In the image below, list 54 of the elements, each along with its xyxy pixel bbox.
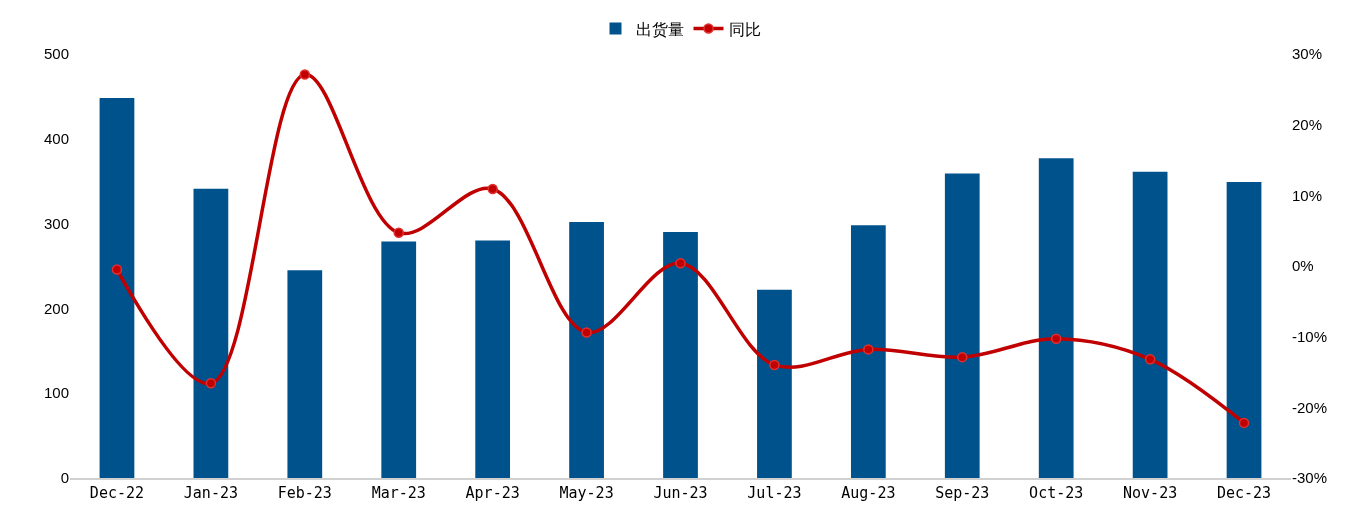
y2-tick-label: -20% xyxy=(1292,398,1328,416)
y2-tick-label: -10% xyxy=(1292,327,1328,345)
bar xyxy=(381,241,417,478)
point xyxy=(487,183,498,195)
point xyxy=(205,378,217,389)
y-tick-label: 200 xyxy=(43,299,69,317)
bar xyxy=(1038,158,1074,478)
legend-label: 同比 xyxy=(728,20,761,38)
y2-tick-label: 0% xyxy=(1292,257,1314,275)
bar xyxy=(757,289,792,478)
point xyxy=(863,344,874,355)
point xyxy=(957,351,968,363)
y2-tick-label: 30% xyxy=(1292,45,1323,63)
point xyxy=(581,327,592,338)
x-tick-label: Dec-22 xyxy=(89,483,145,502)
y-tick-label: 0 xyxy=(60,469,69,487)
x-tick-label: Sep-23 xyxy=(935,483,990,502)
x-tick-label: May-23 xyxy=(559,483,614,502)
legend-label: 出货量 xyxy=(635,20,684,38)
bar xyxy=(1132,171,1168,478)
bar xyxy=(944,173,980,478)
bar xyxy=(850,225,886,478)
bar xyxy=(569,221,604,478)
x-tick-label: Jun-23 xyxy=(653,483,708,502)
bar xyxy=(1226,182,1262,478)
x-tick-label: Oct-23 xyxy=(1029,483,1084,502)
point xyxy=(111,264,123,275)
x-tick-label: Feb-23 xyxy=(277,483,332,502)
y-tick-label: 500 xyxy=(43,45,69,63)
point xyxy=(675,257,686,269)
y2-tick-label: 20% xyxy=(1292,115,1323,133)
point xyxy=(1050,333,1062,345)
y-tick-label: 300 xyxy=(43,214,69,232)
point xyxy=(1238,417,1250,429)
y2-tick-label: 10% xyxy=(1292,186,1323,204)
x-tick-label: Dec-23 xyxy=(1216,483,1272,502)
x-tick-label: Mar-23 xyxy=(371,483,426,502)
point xyxy=(393,227,404,239)
point xyxy=(769,359,780,371)
bar xyxy=(193,188,229,478)
point xyxy=(299,69,311,80)
x-tick-label: Aug-23 xyxy=(841,483,896,502)
bar xyxy=(99,98,135,478)
x-tick-label: Jan-23 xyxy=(183,483,238,502)
y-tick-label: 100 xyxy=(43,384,69,402)
y-tick-label: 400 xyxy=(43,130,69,148)
x-tick-label: Apr-23 xyxy=(465,483,520,502)
x-tick-label: Jul-23 xyxy=(747,483,802,502)
bar xyxy=(287,270,323,478)
bar xyxy=(663,232,698,478)
bar xyxy=(475,240,511,478)
x-tick-label: Nov-23 xyxy=(1123,483,1178,502)
point xyxy=(1144,354,1156,365)
y2-tick-label: -30% xyxy=(1292,469,1328,487)
